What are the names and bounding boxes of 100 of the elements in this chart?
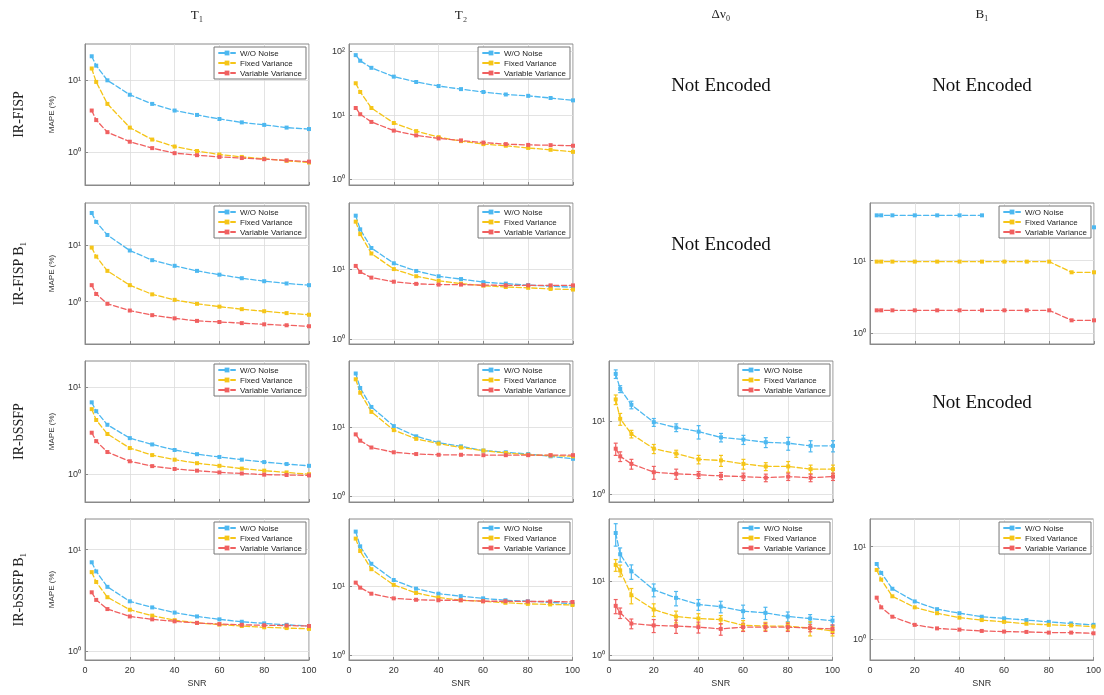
legend-label: W/O Noise xyxy=(1025,523,1065,533)
y-tick-label: 10⁰ xyxy=(331,173,345,184)
legend-label: Fixed Variance xyxy=(504,217,558,227)
x-tick-label: 100 xyxy=(564,664,581,675)
y-tick-label: 10¹ xyxy=(331,580,345,591)
chart-title: T₁ xyxy=(190,7,204,22)
legend-label: Fixed Variance xyxy=(504,58,558,68)
y-tick-label: 10¹ xyxy=(67,75,81,86)
legend-label: Variable Variance xyxy=(504,227,567,237)
y-tick-label: 10¹ xyxy=(591,575,605,586)
legend-label: W/O Noise xyxy=(240,207,280,217)
x-axis-title: SNR xyxy=(187,678,207,689)
y-tick-label: 10⁰ xyxy=(331,491,345,502)
y-tick-label: 10⁰ xyxy=(852,633,866,644)
text: IR-FISP B₁ xyxy=(10,241,26,306)
y-tick-label: 10¹ xyxy=(852,255,866,266)
x-tick-label: 100 xyxy=(824,664,841,675)
x-tick-label: 60 xyxy=(999,664,1010,675)
x-tick-label: 80 xyxy=(522,664,533,675)
x-tick-label: 20 xyxy=(909,664,920,675)
x-axis-title: SNR xyxy=(711,678,731,689)
x-tick-label: 80 xyxy=(1043,664,1054,675)
x-tick-label: 0 xyxy=(867,664,873,675)
legend-label: W/O Noise xyxy=(504,48,544,58)
legend-label: Variable Variance xyxy=(1025,227,1088,237)
x-tick-label: 0 xyxy=(346,664,352,675)
y-tick-label: 10¹ xyxy=(67,544,81,555)
x-tick-label: 0 xyxy=(82,664,88,675)
y-tick-label: 10⁰ xyxy=(67,147,81,158)
legend-label: Variable Variance xyxy=(504,543,567,553)
legend-label: W/O Noise xyxy=(240,365,280,375)
x-tick-label: 20 xyxy=(388,664,399,675)
x-tick-label: 100 xyxy=(301,664,317,675)
x-tick-label: 80 xyxy=(782,664,793,675)
x-tick-label: 80 xyxy=(259,664,270,675)
y-tick-label: 10⁰ xyxy=(331,334,345,345)
x-tick-label: 40 xyxy=(169,664,180,675)
legend-label: Variable Variance xyxy=(504,385,567,395)
legend-label: Fixed Variance xyxy=(240,217,294,227)
legend-label: Fixed Variance xyxy=(764,375,818,385)
text: IR-FISP xyxy=(10,90,26,138)
x-tick-label: 60 xyxy=(738,664,749,675)
x-tick-label: 60 xyxy=(214,664,225,675)
x-axis-title: SNR xyxy=(451,678,471,689)
x-tick-label: 20 xyxy=(648,664,659,675)
legend-label: Fixed Variance xyxy=(1025,217,1079,227)
legend-label: Fixed Variance xyxy=(1025,533,1079,543)
y-tick-label: 10¹ xyxy=(331,422,345,433)
legend-label: Variable Variance xyxy=(1025,543,1088,553)
y-tick-label: 10⁰ xyxy=(852,327,866,338)
legend-label: Variable Variance xyxy=(240,385,303,395)
text: Not Encoded xyxy=(671,73,771,96)
y-tick-label: 10¹ xyxy=(67,382,81,393)
legend-label: Fixed Variance xyxy=(764,533,818,543)
y-axis-title: MAPE (%) xyxy=(46,254,56,293)
x-tick-label: 60 xyxy=(478,664,489,675)
y-tick-label: 10² xyxy=(331,46,345,57)
legend-label: Fixed Variance xyxy=(504,533,558,543)
y-tick-label: 10⁰ xyxy=(67,469,81,480)
y-tick-label: 10¹ xyxy=(591,416,605,427)
y-axis-title: MAPE (%) xyxy=(46,570,56,609)
y-axis-title: MAPE (%) xyxy=(46,412,56,451)
x-tick-label: 40 xyxy=(433,664,444,675)
legend-label: Variable Variance xyxy=(764,543,827,553)
text: Not Encoded xyxy=(671,232,771,255)
x-tick-label: 20 xyxy=(124,664,135,675)
chart-title: T₂ xyxy=(454,7,468,22)
x-tick-label: 0 xyxy=(606,664,612,675)
legend-label: W/O Noise xyxy=(240,523,280,533)
y-tick-label: 10⁰ xyxy=(591,649,605,660)
text: Δν₀ xyxy=(711,6,731,22)
y-tick-label: 10¹ xyxy=(67,240,81,251)
y-tick-label: 10⁰ xyxy=(67,296,81,307)
y-tick-label: 10⁰ xyxy=(331,650,345,661)
legend-label: Fixed Variance xyxy=(240,533,294,543)
legend-label: W/O Noise xyxy=(764,523,804,533)
legend-label: W/O Noise xyxy=(504,207,544,217)
legend-label: W/O Noise xyxy=(504,523,544,533)
legend-label: Variable Variance xyxy=(240,68,303,78)
legend-label: Fixed Variance xyxy=(240,58,294,68)
text: Not Encoded xyxy=(932,73,1032,96)
legend-label: Fixed Variance xyxy=(240,375,294,385)
x-tick-label: 40 xyxy=(693,664,704,675)
y-tick-label: 10⁰ xyxy=(67,646,81,657)
text: IR-bSSFP B₁ xyxy=(10,552,26,627)
legend-label: W/O Noise xyxy=(504,365,544,375)
y-axis-title: MAPE (%) xyxy=(46,95,56,134)
legend-label: Variable Variance xyxy=(240,227,303,237)
legend-label: Variable Variance xyxy=(240,543,303,553)
legend-label: W/O Noise xyxy=(1025,207,1065,217)
legend-label: W/O Noise xyxy=(764,365,804,375)
y-tick-label: 10¹ xyxy=(852,541,866,552)
y-tick-label: 10¹ xyxy=(331,264,345,275)
text: Not Encoded xyxy=(932,390,1032,413)
x-axis-title: SNR xyxy=(972,678,992,689)
legend-label: Variable Variance xyxy=(764,385,827,395)
text: IR-bSSFP xyxy=(10,402,26,460)
legend-label: Variable Variance xyxy=(504,68,567,78)
x-tick-label: 40 xyxy=(954,664,965,675)
y-tick-label: 10¹ xyxy=(331,110,345,121)
